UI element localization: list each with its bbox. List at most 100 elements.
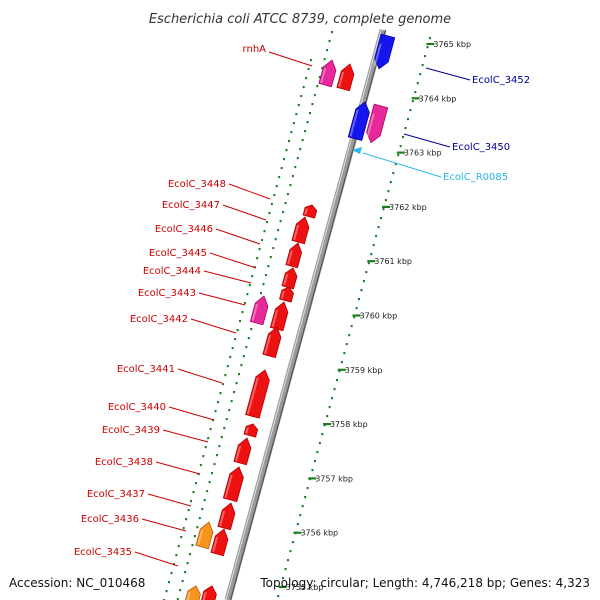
track-dot [274, 238, 277, 241]
track-dot [258, 248, 261, 251]
track-dot [282, 577, 285, 580]
track-dot [278, 176, 281, 179]
track-dot [343, 352, 346, 355]
gene-body [285, 242, 303, 269]
gene-body [281, 267, 298, 290]
track-dot [305, 77, 308, 80]
gene-label-left: EcolC_3443 [138, 288, 196, 299]
track-dot [284, 568, 287, 571]
track-dot [318, 442, 321, 445]
track-dot [267, 265, 270, 268]
gene-3448 [302, 204, 318, 219]
track-dot [269, 256, 272, 259]
label-leader [268, 51, 313, 67]
track-dot [203, 499, 206, 502]
track-dot [197, 473, 200, 476]
track-dot [165, 590, 168, 593]
track-dot [263, 230, 266, 233]
track-dot [308, 112, 311, 115]
gene-body [318, 59, 337, 88]
map-title: Escherichia coli ATCC 8739, complete gen… [149, 12, 451, 27]
gene-highlight [283, 273, 289, 286]
gene-label-left: EcolC_3446 [155, 224, 213, 235]
track-dot [399, 145, 402, 148]
track-dot [265, 221, 268, 224]
track-dot [295, 113, 298, 116]
label-leader [403, 133, 451, 148]
label-leader [222, 204, 267, 221]
track-dot [316, 451, 319, 454]
track-dot [204, 446, 207, 449]
gene-body [222, 466, 244, 503]
track-dot [196, 526, 199, 529]
track-dot [240, 364, 243, 367]
track-dot [328, 40, 331, 43]
track-dot [262, 283, 265, 286]
gene-body [302, 204, 318, 219]
track-dot [377, 226, 380, 229]
track-dot [331, 31, 333, 34]
track-dot [289, 184, 292, 187]
gene-highlight [197, 529, 204, 546]
track-dot [277, 229, 280, 232]
track-dot [213, 463, 216, 466]
track-dot [261, 239, 264, 242]
track-dot [301, 139, 304, 142]
track-dot [193, 535, 196, 538]
label-leader [228, 183, 271, 200]
track-dot [321, 67, 324, 70]
track-dot [180, 536, 183, 539]
track-dot [311, 103, 314, 106]
track-dot [273, 194, 276, 197]
gene-highlight [349, 109, 359, 137]
gene-body [279, 286, 294, 303]
gene-body [217, 502, 236, 531]
track-dot [233, 391, 236, 394]
gene-highlight [245, 427, 250, 434]
track-dot [285, 149, 288, 152]
track-dot [282, 211, 285, 214]
kbp-label: 3765 kbp [433, 40, 471, 49]
track-dot [310, 59, 312, 62]
gene-body [210, 528, 229, 557]
label-leader [362, 152, 442, 178]
gene-3438 [222, 466, 244, 503]
track-dot [409, 109, 412, 112]
gene-highlight [212, 536, 219, 553]
track-dot [179, 589, 182, 592]
track-dot [225, 418, 228, 421]
gene-highlight [271, 309, 279, 328]
track-dot [268, 212, 271, 215]
track-dot [246, 293, 249, 296]
gene-body [336, 63, 355, 92]
track-dot [340, 361, 343, 364]
track-dot [170, 572, 173, 575]
track-dot [302, 86, 305, 89]
track-dot [355, 307, 358, 310]
gene-highlight [293, 224, 300, 241]
track-dot [214, 410, 217, 413]
gene-label-right: EcolC_3452 [472, 75, 530, 86]
gene-highlight [304, 208, 309, 215]
track-dot [182, 527, 185, 530]
track-dot [221, 383, 224, 386]
track-dot [231, 347, 234, 350]
track-dot [402, 136, 405, 139]
gene-3440 [243, 423, 259, 438]
track-dot [372, 244, 375, 247]
gene-highlight [287, 250, 293, 265]
label-leader [198, 292, 246, 306]
track-dot [328, 406, 331, 409]
kbp-label: 3756 kbp [300, 529, 338, 538]
track-dot [280, 167, 283, 170]
gene-label-left: EcolC_3436 [81, 514, 139, 525]
track-dot [321, 433, 324, 436]
gene-3442b [262, 326, 282, 359]
track-dot [384, 199, 387, 202]
gene-3452 [373, 33, 396, 70]
track-dot [375, 235, 378, 238]
track-dot [270, 203, 273, 206]
label-leader [177, 368, 223, 384]
track-dot [239, 320, 242, 323]
